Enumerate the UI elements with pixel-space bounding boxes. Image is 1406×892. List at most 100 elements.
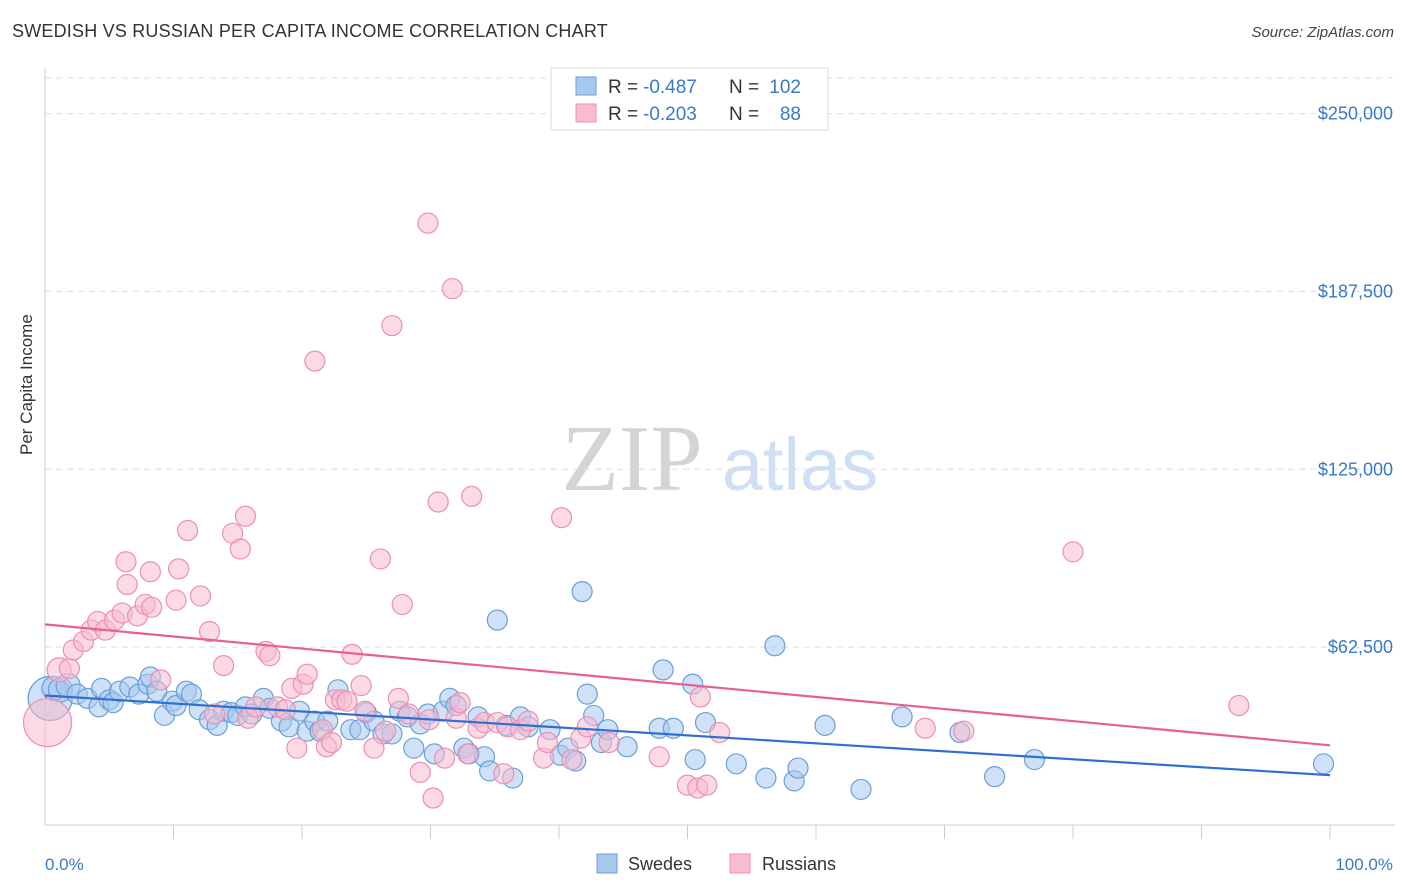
swedes-point bbox=[652, 659, 674, 681]
russians-point bbox=[953, 720, 975, 742]
russians-point bbox=[391, 593, 413, 616]
legend-swatch-russians bbox=[575, 103, 597, 123]
russians-point bbox=[493, 763, 515, 785]
russians-point bbox=[58, 657, 81, 680]
russians-point bbox=[576, 716, 598, 738]
russians-point bbox=[398, 703, 420, 725]
swedes-point bbox=[486, 609, 508, 631]
russians-point bbox=[441, 277, 463, 300]
russians-point bbox=[198, 620, 221, 643]
russians-point bbox=[168, 558, 190, 580]
russians-point bbox=[461, 485, 483, 507]
legend-r-label-russians: R = bbox=[608, 104, 638, 125]
russians-point bbox=[245, 696, 267, 718]
legend-bottom-label-swedes: Swedes bbox=[628, 854, 692, 874]
russians-point bbox=[561, 748, 583, 771]
swedes-point bbox=[984, 766, 1006, 788]
legend-n-label-swedes: N = bbox=[729, 77, 759, 98]
y-tick-label: $250,000 bbox=[1318, 104, 1393, 124]
russians-point bbox=[165, 589, 187, 611]
russians-point bbox=[234, 505, 257, 527]
swedes-point bbox=[850, 778, 872, 801]
swedes-point bbox=[571, 581, 593, 603]
russians-point bbox=[296, 663, 318, 685]
russians-point bbox=[139, 561, 161, 583]
russians-point bbox=[369, 548, 391, 570]
legend-r-label-swedes: R = bbox=[608, 77, 638, 98]
series-legend: Swedes Russians bbox=[596, 853, 836, 874]
y-tick-label: $62,500 bbox=[1328, 637, 1393, 657]
swedes-point bbox=[616, 736, 638, 758]
swedes-trend-line bbox=[44, 694, 1331, 777]
russians-point bbox=[116, 573, 138, 596]
chart-title: SWEDISH VS RUSSIAN PER CAPITA INCOME COR… bbox=[12, 21, 608, 41]
watermark-zip: ZIP bbox=[562, 407, 703, 511]
russians-point bbox=[115, 551, 137, 573]
russians-point bbox=[434, 747, 456, 769]
russians-point bbox=[204, 703, 226, 725]
russians-point bbox=[427, 491, 449, 513]
x-tick-label-min: 0.0% bbox=[45, 855, 84, 874]
russians-point bbox=[1228, 694, 1250, 717]
russians-point bbox=[648, 746, 670, 768]
russians-point bbox=[1062, 541, 1084, 563]
russians-point bbox=[550, 507, 573, 529]
russians-point bbox=[213, 655, 235, 677]
russians-point bbox=[689, 686, 711, 708]
legend-box bbox=[550, 67, 829, 131]
legend-bottom-swatch-swedes bbox=[596, 853, 618, 874]
russians-point bbox=[598, 731, 620, 754]
legend-swatch-swedes bbox=[575, 76, 597, 96]
y-tick-label: $187,500 bbox=[1318, 281, 1393, 301]
swedes-point bbox=[891, 706, 913, 728]
legend-n-label-russians: N = bbox=[729, 104, 759, 125]
russians-point bbox=[536, 731, 559, 754]
swedes-point bbox=[725, 753, 747, 775]
russians-trend-line bbox=[44, 623, 1331, 747]
swedes-point bbox=[814, 714, 836, 737]
gridlines bbox=[45, 77, 1395, 648]
x-tick-label-max: 100.0% bbox=[1335, 855, 1393, 874]
swedes-point bbox=[787, 757, 809, 779]
russians-point bbox=[387, 687, 409, 709]
swedes-point bbox=[684, 748, 706, 771]
correlation-legend: R = -0.487 N = 102 R = -0.203 N = 88 bbox=[550, 67, 829, 131]
legend-bottom-swatch-russians bbox=[729, 853, 751, 874]
russians-point bbox=[363, 737, 385, 759]
legend-n-value-swedes: 102 bbox=[769, 77, 801, 98]
russians-point bbox=[229, 538, 251, 560]
swedes-points bbox=[27, 581, 1335, 801]
russians-point bbox=[259, 645, 281, 667]
russians-point bbox=[449, 692, 471, 714]
legend-n-value-russians: 88 bbox=[780, 104, 801, 125]
russians-point bbox=[417, 212, 439, 234]
russians-point bbox=[409, 761, 431, 783]
russians-point bbox=[141, 596, 163, 618]
source-credit: Source: ZipAtlas.com bbox=[1251, 24, 1394, 41]
russians-points bbox=[22, 212, 1250, 809]
russians-point bbox=[709, 721, 731, 744]
russians-point bbox=[189, 585, 212, 607]
x-ticks bbox=[173, 825, 1331, 839]
russians-point bbox=[374, 720, 397, 742]
y-tick-labels: $62,500 $125,000 $187,500 $250,000 bbox=[1318, 104, 1393, 658]
swedes-point bbox=[165, 694, 187, 717]
russians-point bbox=[336, 690, 358, 712]
russians-point bbox=[381, 314, 403, 337]
russians-point bbox=[22, 697, 73, 748]
y-tick-label: $125,000 bbox=[1318, 459, 1393, 479]
russians-point bbox=[304, 350, 326, 372]
russians-point bbox=[286, 737, 308, 759]
russians-point bbox=[320, 731, 343, 754]
swedes-point bbox=[1312, 753, 1335, 775]
russians-point bbox=[350, 674, 372, 697]
swedes-point bbox=[755, 767, 777, 789]
watermark-atlas: atlas bbox=[722, 423, 878, 506]
swedes-point bbox=[764, 635, 786, 657]
legend-r-value-russians: -0.203 bbox=[643, 104, 697, 125]
russians-point bbox=[696, 774, 718, 796]
watermark: ZIP atlas bbox=[562, 407, 879, 511]
legend-r-value-swedes: -0.487 bbox=[643, 77, 697, 98]
russians-point bbox=[457, 743, 479, 765]
